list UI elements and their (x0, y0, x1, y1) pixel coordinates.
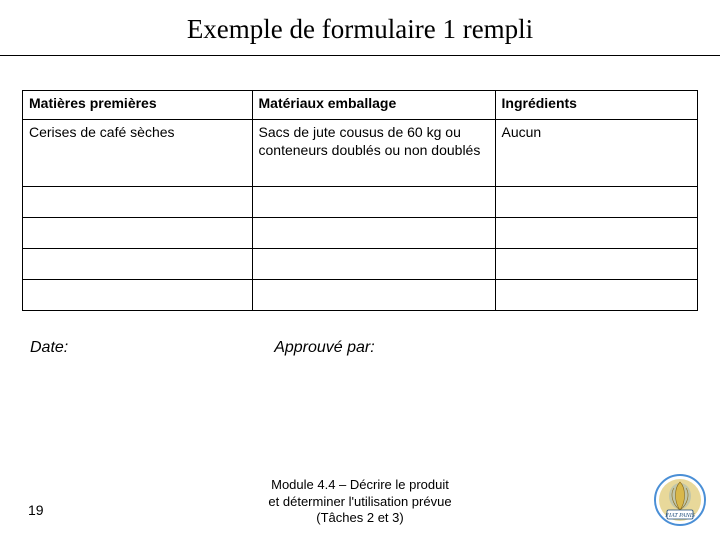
slide-title: Exemple de formulaire 1 rempli (0, 14, 720, 45)
cell (495, 280, 698, 311)
cell (252, 218, 495, 249)
cell (495, 249, 698, 280)
table-row: Cerises de café sèches Sacs de jute cous… (23, 120, 698, 187)
table-row (23, 187, 698, 218)
form-table: Matières premières Matériaux emballage I… (22, 90, 698, 311)
cell-raw-materials: Cerises de café sèches (23, 120, 253, 187)
footer-module-text: Module 4.4 – Décrire le produit et déter… (0, 477, 720, 526)
cell (23, 249, 253, 280)
fao-logo-icon: FIAT PANIS (654, 474, 706, 526)
table-row (23, 249, 698, 280)
table-row (23, 280, 698, 311)
slide-footer: 19 Module 4.4 – Décrire le produit et dé… (0, 471, 720, 526)
cell (23, 187, 253, 218)
table-header-row: Matières premières Matériaux emballage I… (23, 91, 698, 120)
cell (23, 280, 253, 311)
date-label: Date: (30, 339, 274, 357)
svg-text:FIAT PANIS: FIAT PANIS (664, 513, 694, 519)
cell-ingredients: Aucun (495, 120, 698, 187)
cell-packaging: Sacs de jute cousus de 60 kg ou conteneu… (252, 120, 495, 187)
cell (495, 218, 698, 249)
col-header-ingredients: Ingrédients (495, 91, 698, 120)
footer-line-3: (Tâches 2 et 3) (316, 510, 403, 525)
signature-row: Date: Approuvé par: (0, 311, 720, 357)
cell (23, 218, 253, 249)
cell (495, 187, 698, 218)
title-bar: Exemple de formulaire 1 rempli (0, 0, 720, 56)
cell (252, 249, 495, 280)
form-table-container: Matières premières Matériaux emballage I… (0, 56, 720, 311)
footer-line-2: et déterminer l'utilisation prévue (268, 494, 451, 509)
col-header-packaging: Matériaux emballage (252, 91, 495, 120)
col-header-raw-materials: Matières premières (23, 91, 253, 120)
footer-line-1: Module 4.4 – Décrire le produit (271, 477, 449, 492)
cell (252, 280, 495, 311)
approved-by-label: Approuvé par: (274, 339, 690, 357)
table-row (23, 218, 698, 249)
cell (252, 187, 495, 218)
